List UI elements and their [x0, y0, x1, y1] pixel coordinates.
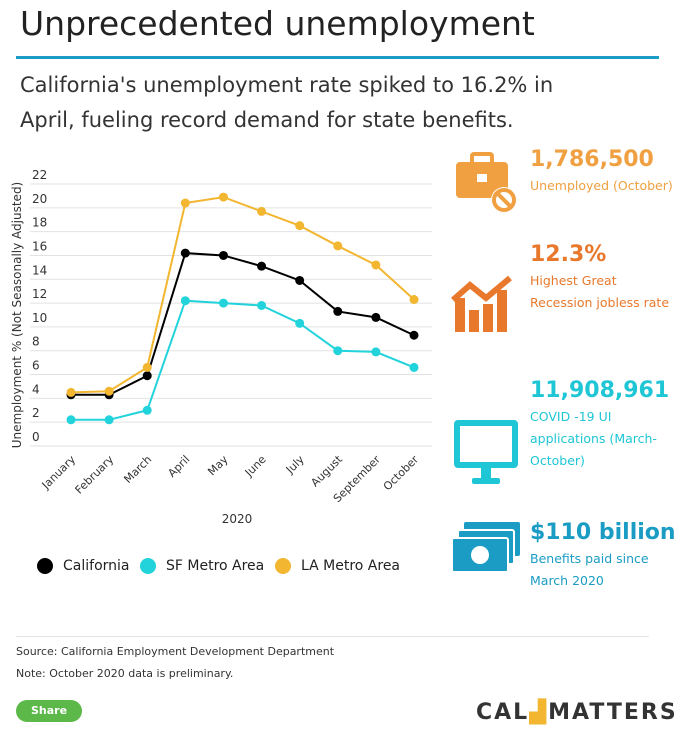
legend-marker: [275, 558, 291, 574]
y-tick-label: 12: [32, 287, 47, 301]
data-point: [371, 312, 381, 322]
series-line: [70, 196, 415, 394]
share-button[interactable]: Share: [16, 700, 82, 722]
data-point: [257, 206, 267, 216]
x-tick-label: October: [381, 453, 422, 494]
stat-value: 1,786,500: [530, 147, 654, 172]
y-tick-label: 18: [32, 216, 47, 230]
data-point: [333, 346, 343, 356]
y-tick-label: 14: [32, 263, 47, 277]
x-tick-label: May: [205, 453, 231, 479]
money-icon: [451, 522, 520, 573]
data-point: [333, 241, 343, 251]
data-point: [180, 296, 190, 306]
chart: 0 2 4 6 8 10 12 14 16 18 20 22 Unemployment % (Not S…: [10, 168, 432, 574]
data-point: [295, 221, 305, 231]
title: Unprecedented unemployment: [20, 4, 535, 43]
x-tick-label: August: [308, 452, 345, 489]
stat-value: 11,908,961: [530, 378, 670, 403]
data-point: [66, 387, 76, 397]
x-axis-title: 2020: [222, 512, 253, 526]
stat-label: Benefits paid since March 2020: [530, 551, 649, 588]
title-rule: [16, 56, 659, 59]
data-point: [180, 198, 190, 208]
legend-label: SF Metro Area: [166, 558, 264, 574]
source: Source: California Employment Developmen…: [16, 645, 335, 658]
logo: CAL▟MATTERS: [476, 700, 678, 725]
data-point: [295, 318, 305, 328]
subtitle: California's unemployment rate spiked to…: [20, 73, 554, 132]
chart-icon: [451, 275, 512, 332]
x-tick-label: June: [242, 453, 269, 480]
data-point: [371, 260, 381, 270]
computer-icon: [454, 420, 518, 484]
legend-label: LA Metro Area: [301, 558, 400, 574]
stat-label: COVID -19 UI applications (March-October…: [530, 409, 657, 468]
data-point: [295, 275, 305, 285]
briefcase-icon: [456, 152, 517, 213]
data-point: [257, 261, 267, 271]
y-tick-label: 4: [32, 382, 40, 396]
data-point: [142, 371, 152, 381]
data-point: [371, 347, 381, 357]
x-tick-label: March: [121, 453, 154, 486]
y-tick-label: 20: [32, 192, 47, 206]
data-point: [218, 192, 228, 202]
logo-right: MATTERS: [548, 700, 678, 725]
data-point: [142, 362, 152, 372]
data-point: [104, 415, 114, 425]
stat-label: Unemployed (October): [530, 178, 673, 193]
data-point: [180, 248, 190, 258]
note: Note: October 2020 data is preliminary.: [16, 667, 234, 680]
y-tick-label: 22: [32, 168, 47, 182]
stat-value: 12.3%: [530, 242, 607, 267]
y-tick-label: 0: [32, 430, 40, 444]
y-tick-label: 6: [32, 359, 40, 373]
series-line: [71, 299, 415, 421]
x-tick-label: July: [283, 453, 307, 477]
data-point: [218, 250, 228, 260]
icons: [451, 152, 520, 573]
x-tick-label: February: [73, 453, 117, 497]
y-tick-label: 10: [32, 311, 47, 325]
data-point: [333, 306, 343, 316]
y-tick-label: 16: [32, 239, 47, 253]
x-tick-label: April: [165, 453, 192, 480]
y-tick-label: 8: [32, 335, 40, 349]
data-point: [142, 405, 152, 415]
legend-marker: [140, 558, 156, 574]
data-point: [409, 330, 419, 340]
legend-label: California: [63, 558, 129, 574]
stat-label: Highest Great Recession jobless rate: [530, 273, 670, 310]
y-tick-label: 2: [32, 406, 40, 420]
divider: [16, 636, 649, 637]
data-point: [66, 415, 76, 425]
data-point: [409, 295, 419, 305]
data-point: [104, 386, 114, 396]
data-point: [409, 362, 419, 372]
stat-value: $110 billion: [530, 520, 676, 545]
data-point: [257, 300, 267, 310]
legend-marker: [37, 558, 53, 574]
series-line: [71, 252, 415, 396]
data-point: [218, 298, 228, 308]
logo-left: CAL: [476, 700, 530, 725]
y-axis-title: Unemployment % (Not Seasonally Adjusted): [10, 182, 24, 448]
